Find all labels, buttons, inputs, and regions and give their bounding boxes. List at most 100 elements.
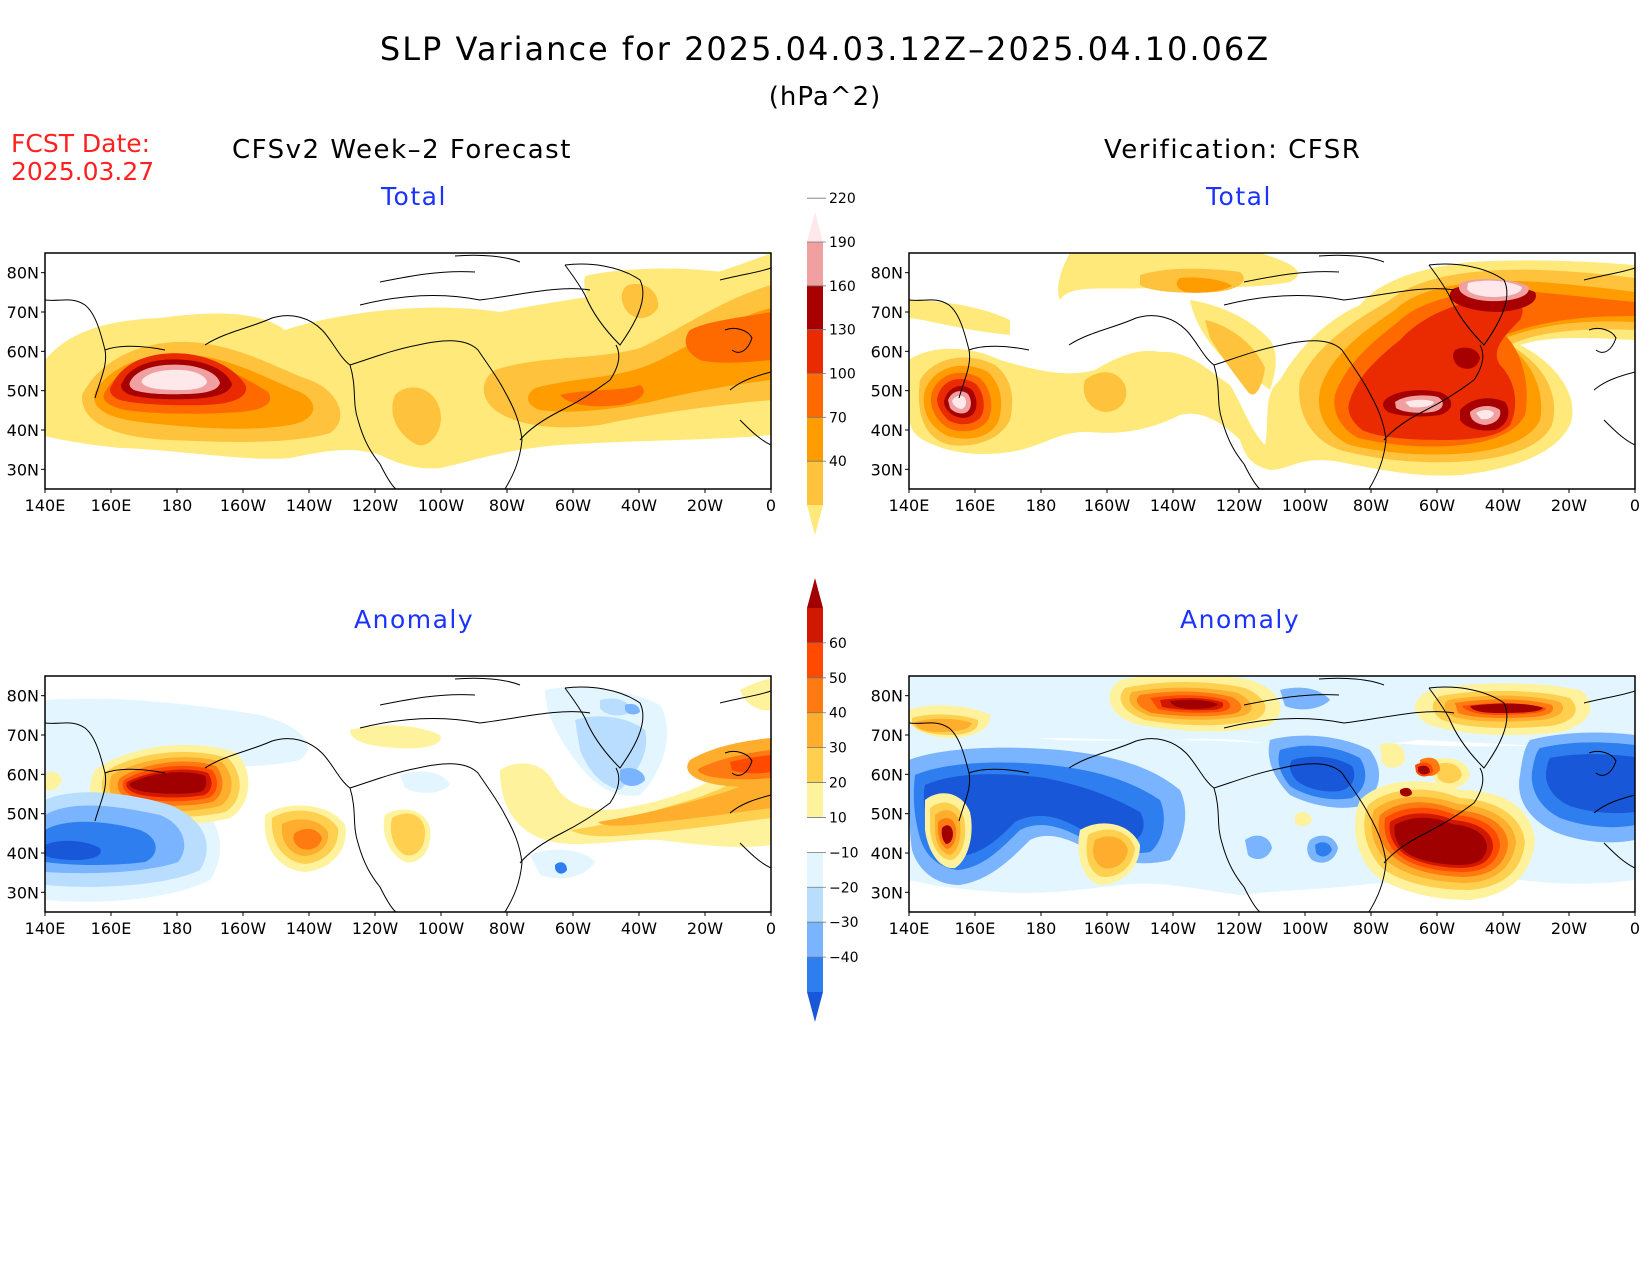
page-title: SLP Variance for 2025.04.03.12Z–2025.04.… — [379, 30, 1271, 68]
total-colorbar-swatch — [807, 417, 823, 462]
forecast-anomaly-frame — [44, 675, 772, 913]
anomaly-colorbar-tick-label: −10 — [829, 845, 859, 861]
lon-tick-label: 100W — [1282, 496, 1329, 515]
lat-tick-label: 80N — [871, 264, 903, 283]
lon-tick-label: 40W — [621, 919, 657, 938]
lat-tick-label: 40N — [7, 844, 39, 863]
lon-tick-label: 60W — [1419, 919, 1455, 938]
lon-tick-label: 160E — [91, 496, 132, 515]
anomaly-colorbar-swatch — [807, 642, 823, 678]
lat-tick-label: 60N — [871, 342, 903, 361]
lon-tick-label: 120W — [352, 496, 399, 515]
lon-tick-label: 20W — [687, 496, 723, 515]
verification-anomaly-coastlines — [909, 677, 1635, 912]
lat-tick-label: 30N — [871, 883, 903, 902]
anomaly-colorbar-tick-label: 40 — [829, 706, 847, 722]
anomaly-colorbar-tick-label: 20 — [829, 776, 847, 792]
panel-label-forecast-total: Total — [381, 182, 447, 211]
column-header-forecast: CFSv2 Week–2 Forecast — [232, 135, 572, 165]
lat-tick-label: 40N — [871, 844, 903, 863]
anomaly-colorbar-swatch — [807, 887, 823, 923]
anomaly-colorbar-swatch — [807, 852, 823, 888]
anomaly-colorbar-tick-label: −30 — [829, 915, 859, 931]
lon-tick-label: 140W — [286, 496, 333, 515]
lat-tick-label: 60N — [7, 342, 39, 361]
forecast-total-field — [45, 253, 771, 489]
lon-tick-label: 140E — [889, 919, 930, 938]
lat-tick-label: 50N — [871, 805, 903, 824]
lon-tick-label: 0 — [1630, 496, 1640, 515]
lon-tick-label: 160W — [220, 496, 267, 515]
lon-tick-label: 20W — [1551, 919, 1587, 938]
lon-tick-label: 20W — [1551, 496, 1587, 515]
forecast-anomaly-field — [45, 676, 771, 912]
lat-tick-label: 30N — [871, 460, 903, 479]
lon-tick-label: 40W — [1485, 919, 1521, 938]
lon-tick-label: 180 — [162, 919, 193, 938]
lon-tick-label: 0 — [1630, 919, 1640, 938]
total-colorbar-top-arrow — [807, 212, 823, 242]
lon-tick-label: 40W — [1485, 496, 1521, 515]
forecast-date-value: 2025.03.27 — [11, 157, 155, 186]
verification-total-frame — [908, 252, 1636, 490]
lon-tick-label: 120W — [352, 919, 399, 938]
lon-tick-label: 180 — [1026, 496, 1057, 515]
lon-tick-label: 140E — [25, 496, 66, 515]
lon-tick-label: 120W — [1216, 919, 1263, 938]
total-colorbar-tick-label: 190 — [829, 235, 856, 251]
total-colorbar-tick-label: 160 — [829, 279, 856, 295]
verification-anomaly-field — [909, 676, 1635, 912]
lon-tick-label: 100W — [418, 919, 465, 938]
lat-tick-label: 70N — [7, 726, 39, 745]
anomaly-colorbar-tick-label: 50 — [829, 671, 847, 687]
lon-tick-label: 120W — [1216, 496, 1263, 515]
lon-tick-label: 60W — [555, 919, 591, 938]
lon-tick-label: 140W — [1150, 496, 1197, 515]
total-colorbar-swatch — [807, 461, 823, 505]
lat-tick-label: 80N — [871, 687, 903, 706]
total-colorbar-tick-label: 220 — [829, 191, 856, 207]
lat-tick-label: 40N — [871, 421, 903, 440]
lon-tick-label: 60W — [1419, 496, 1455, 515]
lon-tick-label: 80W — [489, 496, 525, 515]
map-axes: 80N 70N 60N 50N 40N 30N 140E 160E 180 160W 140W 120… — [7, 264, 1640, 938]
anomaly-colorbar-tick-label: 10 — [829, 810, 847, 826]
lat-tick-label: 50N — [871, 382, 903, 401]
lat-tick-label: 70N — [871, 726, 903, 745]
lat-tick-label: 50N — [7, 382, 39, 401]
lon-tick-label: 0 — [766, 496, 776, 515]
lat-tick-label: 70N — [7, 303, 39, 322]
anomaly-colorbar-swatch — [807, 608, 823, 643]
lon-tick-label: 60W — [555, 496, 591, 515]
total-colorbar-bottom-arrow — [807, 505, 823, 535]
total-colorbar-swatch — [807, 285, 823, 330]
lon-tick-label: 100W — [1282, 919, 1329, 938]
lon-tick-label: 160E — [955, 496, 996, 515]
anomaly-colorbar-swatch — [807, 957, 823, 992]
anomaly-colorbar-tick-label: 30 — [829, 741, 847, 757]
lat-tick-label: 40N — [7, 421, 39, 440]
anomaly-colorbar-swatch — [807, 922, 823, 958]
lon-tick-label: 80W — [1353, 919, 1389, 938]
panel-label-verification-total: Total — [1206, 182, 1272, 211]
lon-tick-label: 160E — [955, 919, 996, 938]
anomaly-colorbar-top-arrow — [807, 578, 823, 608]
anomaly-colorbar-tick-label: −20 — [829, 880, 859, 896]
lon-tick-label: 140W — [286, 919, 333, 938]
forecast-anomaly-coastlines — [45, 677, 771, 912]
lat-tick-label: 30N — [7, 883, 39, 902]
lon-tick-label: 160E — [91, 919, 132, 938]
total-colorbar-tick-label: 130 — [829, 323, 856, 339]
lon-tick-label: 80W — [1353, 496, 1389, 515]
anomaly-colorbar-swatch — [807, 817, 823, 853]
lon-tick-label: 40W — [621, 496, 657, 515]
anomaly-colorbar-tick-label: 60 — [829, 636, 847, 652]
verification-total-coastlines — [909, 254, 1635, 489]
total-colorbar-swatch — [807, 373, 823, 418]
lon-tick-label: 160W — [1084, 919, 1131, 938]
lon-tick-label: 80W — [489, 919, 525, 938]
lat-tick-label: 30N — [7, 460, 39, 479]
anomaly-colorbar-swatch — [807, 782, 823, 818]
total-colorbar-tick-label: 70 — [829, 410, 847, 426]
